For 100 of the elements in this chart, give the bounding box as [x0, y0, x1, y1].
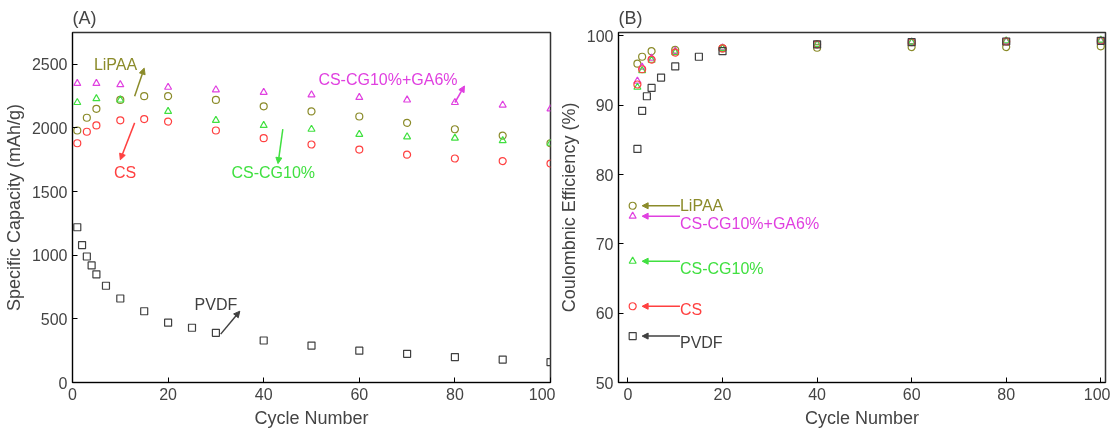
point	[498, 131, 507, 140]
y-tick-label: 1500	[31, 183, 68, 201]
x-tick-label: 100	[1083, 385, 1111, 403]
point	[307, 107, 316, 116]
y-tick-label: 60	[595, 305, 614, 323]
point	[140, 92, 149, 101]
y-tick-label: 90	[595, 97, 614, 115]
point	[259, 336, 268, 345]
point	[187, 323, 197, 332]
y-tick-label: 50	[595, 374, 614, 392]
point	[164, 82, 173, 90]
legend-label: LiPAA	[679, 197, 724, 215]
y-tick-label: 2000	[31, 119, 68, 137]
x-tick-label: 20	[713, 385, 732, 403]
x-tick-label: 40	[808, 385, 827, 403]
point	[92, 94, 101, 102]
point	[671, 62, 680, 71]
point	[211, 328, 220, 337]
point	[164, 318, 173, 327]
point	[638, 52, 647, 61]
point	[211, 85, 220, 93]
point	[140, 307, 149, 316]
x-tick-label: 0	[623, 385, 633, 403]
point	[450, 154, 459, 163]
point	[87, 261, 96, 270]
legend-label: LiPAA	[93, 55, 138, 73]
y-tick-label: 2500	[31, 56, 68, 74]
y-axis-title: Specific Capacity (mAh/g)	[3, 103, 24, 312]
x-axis-title: Cycle Number	[254, 407, 369, 428]
point	[73, 126, 82, 135]
point	[92, 104, 101, 113]
point	[307, 140, 316, 149]
point	[82, 252, 91, 261]
point	[656, 73, 666, 82]
point	[259, 120, 268, 129]
point	[907, 42, 916, 52]
point	[647, 47, 656, 56]
point	[116, 116, 125, 125]
point	[628, 201, 637, 210]
x-axis-title: Cycle Number	[804, 407, 920, 428]
legend-label: CS	[679, 301, 703, 319]
point	[82, 113, 91, 122]
point	[211, 126, 220, 135]
point	[211, 95, 220, 105]
point	[403, 150, 412, 159]
x-tick-label: 80	[446, 385, 464, 403]
point	[450, 125, 459, 134]
point	[642, 92, 651, 101]
point	[73, 223, 82, 232]
point	[164, 117, 173, 126]
point	[403, 118, 412, 127]
x-tick-label: 80	[997, 385, 1016, 403]
point	[633, 144, 642, 154]
y-tick-label: 500	[40, 310, 68, 328]
point	[498, 355, 507, 364]
point	[403, 95, 412, 103]
legend-label: CS-CG10%+GA6%	[318, 71, 458, 89]
x-tick-label: 20	[159, 385, 178, 403]
point	[101, 281, 111, 290]
point	[92, 121, 101, 130]
point	[164, 92, 173, 101]
point	[628, 256, 637, 264]
point	[638, 106, 647, 115]
point	[498, 100, 507, 108]
y-tick-label: 100	[586, 27, 614, 45]
point	[450, 352, 459, 362]
x-tick-label: 60	[902, 385, 921, 403]
point	[633, 59, 642, 68]
point	[164, 106, 173, 115]
point	[628, 211, 637, 219]
text: CS	[113, 164, 137, 181]
point	[73, 97, 82, 106]
text: CS-CG10%	[231, 164, 316, 181]
x-tick-label: 60	[350, 385, 369, 403]
point	[498, 136, 507, 144]
point	[633, 76, 642, 84]
point	[355, 145, 364, 154]
point	[73, 139, 82, 148]
point	[638, 62, 647, 70]
y-axis-title: Coulombnic Efficiency (%)	[558, 102, 579, 313]
legend-label: PVDF	[679, 333, 723, 351]
point	[1096, 42, 1105, 51]
legend-label: CS-CG10%	[679, 259, 764, 277]
point	[694, 52, 703, 61]
point	[307, 124, 316, 132]
y-tick-label: 0	[58, 374, 68, 392]
y-tick-label: 1000	[31, 247, 68, 265]
point	[355, 112, 364, 121]
chart-title: (B)	[618, 7, 643, 28]
point	[647, 83, 656, 93]
point	[403, 349, 412, 358]
point	[628, 331, 637, 341]
point	[450, 97, 459, 106]
point	[307, 90, 316, 98]
x-tick-label: 40	[254, 385, 273, 403]
point	[82, 127, 91, 136]
legend-label: CS-CG10%+GA6%	[679, 214, 820, 232]
point	[628, 302, 637, 311]
point	[116, 294, 125, 303]
point	[77, 240, 87, 250]
